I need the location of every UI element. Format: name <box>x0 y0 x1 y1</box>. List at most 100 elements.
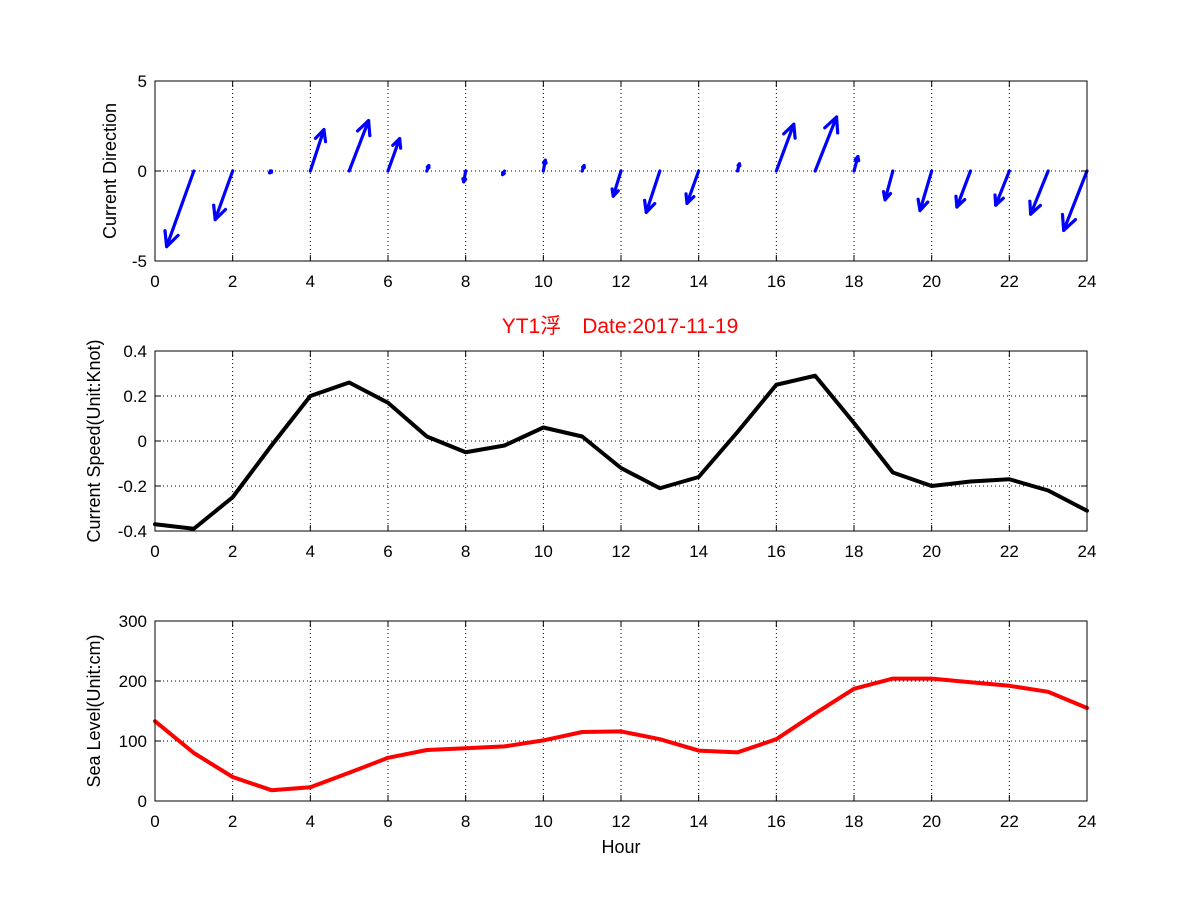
direction-arrow <box>774 122 797 173</box>
x-tick-label: 22 <box>1000 542 1019 561</box>
direction-arrow <box>267 169 274 175</box>
y-tick-label: 0 <box>138 162 147 181</box>
x-tick-label: 8 <box>461 272 470 291</box>
direction-arrow <box>735 162 742 173</box>
arrow-head <box>881 189 893 202</box>
series-line <box>153 676 1089 793</box>
arrow-head <box>782 122 797 140</box>
direction-arrow <box>347 118 372 173</box>
x-tick-label: 22 <box>1000 272 1019 291</box>
x-tick-label: 20 <box>922 272 941 291</box>
direction-arrow <box>684 169 701 205</box>
direction-arrow <box>1028 169 1050 216</box>
arrow-shaft <box>918 169 934 213</box>
y-tick-label: 100 <box>119 732 147 751</box>
y-tick-label: 0.4 <box>123 342 147 361</box>
figure-title: YT1浮 Date:2017-11-19 <box>502 315 739 338</box>
direction-arrow <box>954 169 973 209</box>
direction-arrow <box>813 115 840 173</box>
direction-arrow <box>212 169 235 222</box>
arrow-head <box>993 193 1005 207</box>
x-tick-label: 14 <box>689 542 708 561</box>
y-tick-label: 200 <box>119 672 147 691</box>
direction-arrows <box>163 115 1089 249</box>
x-tick-label: 0 <box>150 272 159 291</box>
sea-level-ylabel: Sea Level(Unit:cm) <box>84 634 104 787</box>
direction-arrow <box>916 169 934 213</box>
arrow-shaft <box>883 169 895 202</box>
y-tick-label: -5 <box>132 252 147 271</box>
direction-arrow <box>461 169 468 184</box>
x-tick-label: 18 <box>845 542 864 561</box>
arrow-head <box>853 155 861 163</box>
arrow-shaft <box>813 115 839 173</box>
arrow-head <box>163 229 180 249</box>
x-tick-label: 24 <box>1078 542 1097 561</box>
sea-level-line-layer <box>153 676 1089 793</box>
direction-arrow <box>610 169 623 198</box>
direction-arrow <box>500 169 507 177</box>
arrow-head <box>313 128 328 144</box>
x-tick-label: 2 <box>228 272 237 291</box>
direction-arrow <box>852 155 861 173</box>
arrow-head <box>823 115 840 135</box>
direction-arrow <box>1060 169 1089 232</box>
y-tick-label: -0.4 <box>118 522 147 541</box>
arrow-head <box>1028 199 1042 216</box>
series-line <box>153 373 1089 531</box>
x-tick-label: 20 <box>922 542 941 561</box>
y-tick-label: -0.2 <box>118 477 147 496</box>
x-tick-label: 18 <box>845 272 864 291</box>
arrow-head <box>610 187 620 198</box>
x-tick-label: 2 <box>228 542 237 561</box>
y-tick-label: 5 <box>138 72 147 91</box>
x-tick-label: 20 <box>922 812 941 831</box>
x-tick-label: 22 <box>1000 812 1019 831</box>
arrow-shaft <box>308 128 326 173</box>
direction-arrow <box>643 169 662 214</box>
arrow-head <box>954 194 967 209</box>
direction-arrow <box>163 169 196 249</box>
x-tick-label: 8 <box>461 812 470 831</box>
arrow-shaft <box>644 169 662 214</box>
arrow-shaft <box>955 169 973 209</box>
arrow-head <box>684 192 696 205</box>
arrow-shaft <box>165 169 196 249</box>
speed-line-layer <box>153 373 1089 531</box>
arrow-head <box>355 118 372 138</box>
direction-arrow <box>425 164 431 173</box>
x-tick-label: 6 <box>383 272 392 291</box>
x-tick-label: 4 <box>306 812 315 831</box>
direction-arrow <box>308 128 328 173</box>
arrow-head <box>500 171 506 177</box>
arrow-head <box>581 164 586 170</box>
x-tick-label: 4 <box>306 542 315 561</box>
x-tick-label: 12 <box>612 812 631 831</box>
y-tick-label: 300 <box>119 612 147 631</box>
sea-level-grid <box>155 621 1087 801</box>
y-tick-label: 0.2 <box>123 387 147 406</box>
arrow-shaft <box>213 169 235 222</box>
arrow-head <box>212 203 228 222</box>
x-tick-label: 12 <box>612 542 631 561</box>
x-tick-label: 12 <box>612 272 631 291</box>
direction-arrow <box>881 169 895 202</box>
x-tick-label: 6 <box>383 542 392 561</box>
x-tick-label: 2 <box>228 812 237 831</box>
direction-arrow <box>580 164 586 173</box>
x-tick-label: 14 <box>689 812 708 831</box>
arrow-shaft <box>611 169 623 198</box>
x-tick-label: 0 <box>150 542 159 561</box>
arrow-shaft <box>774 122 796 173</box>
x-tick-label: 0 <box>150 812 159 831</box>
speed-panel: 0 2 4 6 8 10 12 14 16 18 20 22 240.40.20-0.2-0.4 Cur… <box>84 339 1096 561</box>
x-tick-label: 4 <box>306 272 315 291</box>
arrow-shaft <box>685 169 701 205</box>
direction-arrow <box>386 137 403 173</box>
x-tick-label: 6 <box>383 812 392 831</box>
sea-level-xlabel: Hour <box>601 837 640 857</box>
